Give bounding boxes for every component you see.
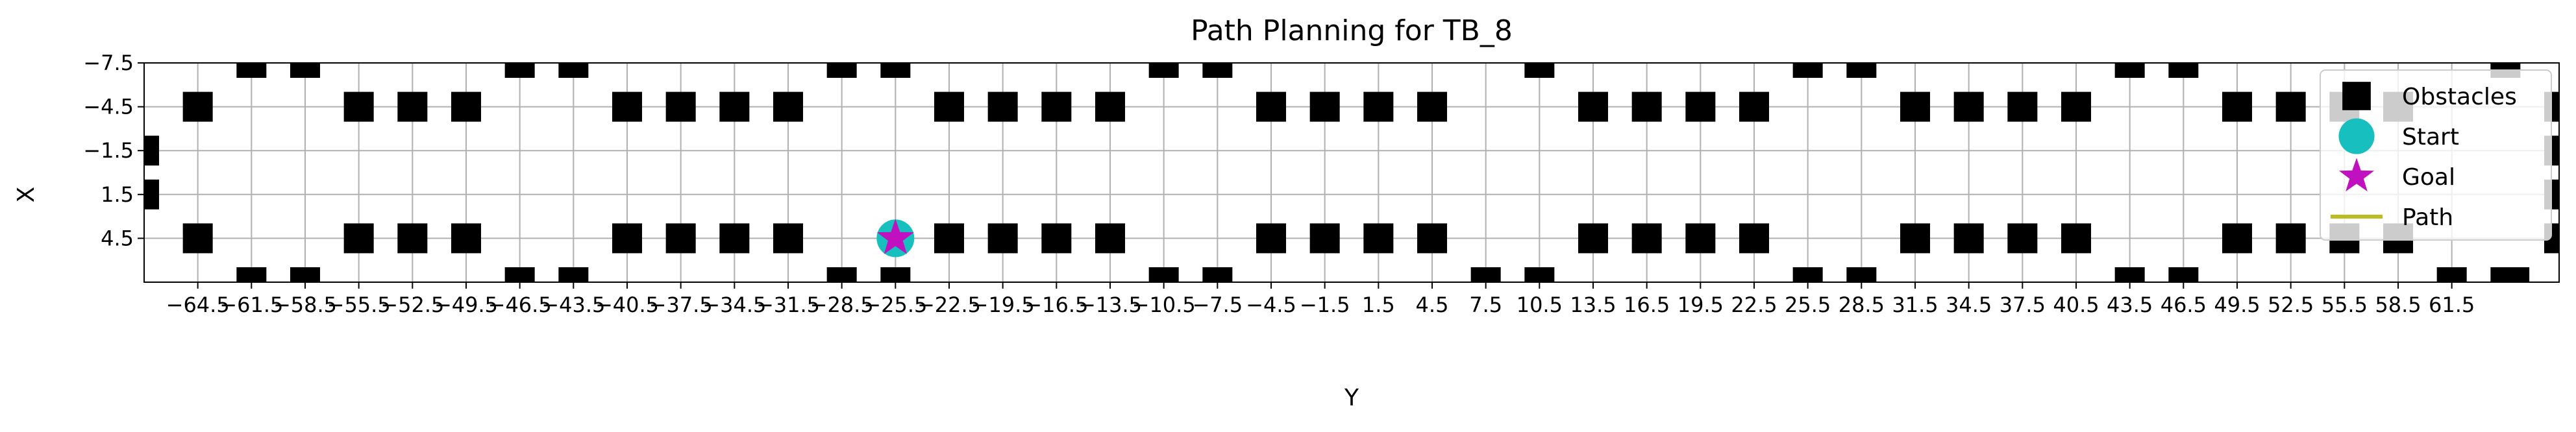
x-tick-label: 55.5	[2322, 293, 2368, 317]
obstacles-marker	[344, 92, 374, 122]
x-tick-label: 25.5	[1785, 293, 1831, 317]
obstacles-marker	[612, 92, 642, 122]
y-tick-label: 1.5	[101, 182, 134, 207]
obstacles-marker	[1363, 223, 1393, 253]
x-axis-label: Y	[1344, 385, 1359, 411]
obstacles-marker	[666, 223, 696, 253]
obstacles-marker	[988, 92, 1018, 122]
obstacles-marker	[1256, 223, 1286, 253]
obstacles-marker	[344, 223, 374, 253]
y-tick-label: −7.5	[83, 51, 134, 75]
x-tick-label: 16.5	[1624, 293, 1670, 317]
obstacles-marker	[773, 223, 803, 253]
x-tick-label: 61.5	[2429, 293, 2475, 317]
legend-obstacles-swatch	[2342, 82, 2371, 110]
obstacles-marker	[666, 92, 696, 122]
x-tick-label: −1.5	[1300, 293, 1350, 317]
x-tick-label: 13.5	[1570, 293, 1616, 317]
plot-markers	[129, 48, 2574, 297]
obstacles-marker	[2222, 223, 2252, 253]
grid-lines	[144, 63, 2559, 282]
y-tick-label: 4.5	[101, 226, 134, 250]
obstacles-marker	[1041, 92, 1071, 122]
obstacles-marker	[1310, 223, 1340, 253]
obstacles-marker	[1900, 223, 1930, 253]
plot-frame	[144, 63, 2559, 282]
x-tick-label: −7.5	[1192, 293, 1243, 317]
obstacles-marker	[1095, 92, 1125, 122]
x-tick-label: 4.5	[1416, 293, 1449, 317]
obstacles-marker	[1685, 223, 1715, 253]
x-tick-label: 1.5	[1362, 293, 1395, 317]
x-tick-label: 40.5	[2053, 293, 2099, 317]
x-tick-label: 28.5	[1839, 293, 1885, 317]
x-tick-label: 58.5	[2375, 293, 2421, 317]
obstacles-marker	[1954, 223, 1984, 253]
obstacles-marker	[1578, 92, 1608, 122]
obstacles-marker	[397, 92, 427, 122]
obstacles-marker	[2061, 92, 2091, 122]
obstacles-marker	[1954, 92, 1984, 122]
x-tick-label: 34.5	[1946, 293, 1992, 317]
obstacles-marker	[451, 223, 481, 253]
x-tick-label: 43.5	[2107, 293, 2153, 317]
y-tick-label: −1.5	[83, 138, 134, 163]
obstacles-marker	[2007, 223, 2037, 253]
obstacles-marker	[1739, 92, 1769, 122]
obstacles-marker	[719, 92, 749, 122]
obstacles-marker	[1685, 92, 1715, 122]
obstacles-marker	[1632, 223, 1662, 253]
obstacles-marker	[1363, 92, 1393, 122]
obstacles-marker	[988, 223, 1018, 253]
legend-obstacles-label: Obstacles	[2402, 84, 2517, 110]
obstacles-marker	[183, 92, 213, 122]
obstacles-marker	[451, 92, 481, 122]
obstacles-marker	[397, 223, 427, 253]
obstacles-marker	[719, 223, 749, 253]
obstacles-marker	[1310, 92, 1340, 122]
legend-start-label: Start	[2402, 124, 2459, 150]
obstacles-marker	[1739, 223, 1769, 253]
obstacles-marker	[1095, 223, 1125, 253]
obstacles-marker	[934, 223, 964, 253]
obstacles-marker	[1578, 223, 1608, 253]
obstacles-marker	[1417, 92, 1447, 122]
y-axis-label: X	[13, 187, 40, 203]
obstacles-marker	[1417, 223, 1447, 253]
obstacles-marker	[2276, 223, 2306, 253]
x-tick-label: 46.5	[2161, 293, 2207, 317]
obstacles-marker	[1041, 223, 1071, 253]
obstacles-marker	[612, 223, 642, 253]
obstacles-marker	[1900, 92, 1930, 122]
x-tick-label: 52.5	[2268, 293, 2314, 317]
chart-title: Path Planning for TB_8	[1191, 14, 1513, 47]
obstacles-marker	[934, 92, 964, 122]
x-tick-label: 49.5	[2214, 293, 2260, 317]
x-tick-label: 22.5	[1731, 293, 1777, 317]
x-axis-ticks: −64.5−61.5−58.5−55.5−52.5−49.5−46.5−43.5…	[166, 282, 2475, 317]
x-tick-label: −10.5	[1132, 293, 1196, 317]
x-tick-label: 31.5	[1892, 293, 1938, 317]
obstacles-marker	[773, 92, 803, 122]
x-tick-label: 19.5	[1678, 293, 1724, 317]
y-tick-label: −4.5	[83, 95, 134, 119]
obstacles-marker	[2007, 92, 2037, 122]
obstacles-marker	[2222, 92, 2252, 122]
legend: Obstacles Start Goal Path	[2320, 70, 2551, 240]
legend-goal-label: Goal	[2402, 164, 2455, 191]
x-tick-label: −4.5	[1246, 293, 1296, 317]
obstacles-marker	[1632, 92, 1662, 122]
obstacles-marker	[2061, 223, 2091, 253]
y-axis-ticks: −7.5 −4.5 −1.5 1.5 4.5	[83, 51, 144, 250]
x-tick-label: 10.5	[1517, 293, 1563, 317]
legend-start-swatch	[2338, 118, 2374, 154]
obstacles-marker	[1256, 92, 1286, 122]
obstacles-marker	[183, 223, 213, 253]
legend-path-label: Path	[2402, 204, 2453, 231]
obstacles-marker	[2276, 92, 2306, 122]
x-tick-label: 7.5	[1469, 293, 1502, 317]
x-tick-label: 37.5	[2000, 293, 2046, 317]
